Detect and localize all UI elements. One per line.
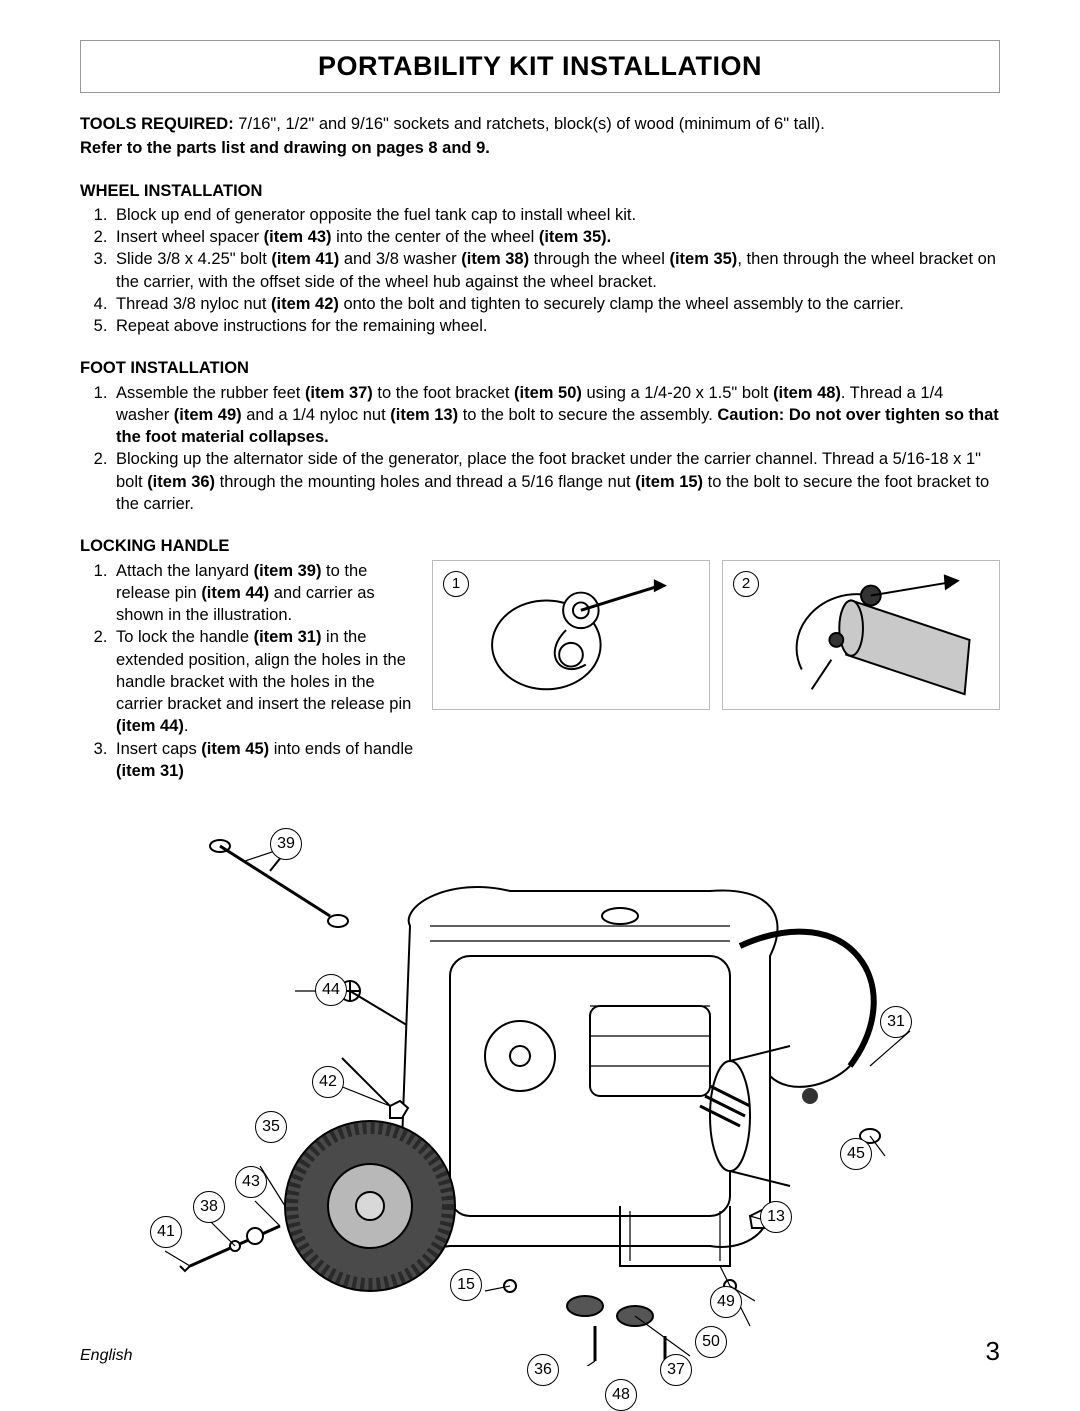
figure-1-svg — [433, 561, 709, 709]
locking-text: Attach the lanyard (item 39) to the rele… — [80, 560, 420, 783]
callout-43: 43 — [235, 1166, 267, 1198]
wheel-step-4: Thread 3/8 nyloc nut (item 42) onto the … — [112, 293, 1000, 315]
callout-38: 38 — [193, 1191, 225, 1223]
locking-head: LOCKING HANDLE — [80, 535, 1000, 557]
figure-1-label: 1 — [443, 571, 469, 597]
callout-35: 35 — [255, 1111, 287, 1143]
wheel-steps: Block up end of generator opposite the f… — [80, 204, 1000, 338]
figure-2-label: 2 — [733, 571, 759, 597]
exploded-diagram: 39 44 42 35 43 38 41 15 31 45 13 49 50 3… — [80, 806, 1000, 1366]
callout-49: 49 — [710, 1286, 742, 1318]
callout-45: 45 — [840, 1138, 872, 1170]
callout-44: 44 — [315, 974, 347, 1006]
callout-41: 41 — [150, 1216, 182, 1248]
figure-1: 1 — [432, 560, 710, 710]
callout-39: 39 — [270, 828, 302, 860]
figure-2: 2 — [722, 560, 1000, 710]
callout-42: 42 — [312, 1066, 344, 1098]
page-title: PORTABILITY KIT INSTALLATION — [81, 51, 999, 82]
footer-language: English — [80, 1347, 132, 1365]
wheel-step-1: Block up end of generator opposite the f… — [112, 204, 1000, 226]
locking-row: Attach the lanyard (item 39) to the rele… — [80, 560, 1000, 783]
locking-step-3: Insert caps (item 45) into ends of handl… — [112, 738, 420, 783]
wheel-step-5: Repeat above instructions for the remain… — [112, 315, 1000, 337]
foot-steps: Assemble the rubber feet (item 37) to th… — [80, 382, 1000, 516]
content: TOOLS REQUIRED: 7/16", 1/2" and 9/16" so… — [80, 113, 1000, 1366]
callout-31: 31 — [880, 1006, 912, 1038]
tools-text: 7/16", 1/2" and 9/16" sockets and ratche… — [234, 115, 825, 133]
tools-label: TOOLS REQUIRED: — [80, 115, 234, 133]
exploded-diagram-svg — [80, 806, 1000, 1366]
callout-48: 48 — [605, 1379, 637, 1411]
locking-steps: Attach the lanyard (item 39) to the rele… — [80, 560, 420, 783]
wheel-step-2: Insert wheel spacer (item 43) into the c… — [112, 226, 1000, 248]
refer-text: Refer to the parts list and drawing on p… — [80, 137, 1000, 159]
tools-line: TOOLS REQUIRED: 7/16", 1/2" and 9/16" so… — [80, 113, 1000, 135]
footer-page-number: 3 — [986, 1336, 1000, 1367]
foot-step-1: Assemble the rubber feet (item 37) to th… — [112, 382, 1000, 449]
title-box: PORTABILITY KIT INSTALLATION — [80, 40, 1000, 93]
foot-step-2: Blocking up the alternator side of the g… — [112, 448, 1000, 515]
foot-head: FOOT INSTALLATION — [80, 357, 1000, 379]
callout-15: 15 — [450, 1269, 482, 1301]
locking-step-2: To lock the handle (item 31) in the exte… — [112, 626, 420, 737]
locking-step-1: Attach the lanyard (item 39) to the rele… — [112, 560, 420, 627]
figure-2-svg — [723, 561, 999, 709]
callout-13: 13 — [760, 1201, 792, 1233]
footer: English 3 — [80, 1336, 1000, 1367]
wheel-step-3: Slide 3/8 x 4.25" bolt (item 41) and 3/8… — [112, 248, 1000, 293]
wheel-head: WHEEL INSTALLATION — [80, 180, 1000, 202]
